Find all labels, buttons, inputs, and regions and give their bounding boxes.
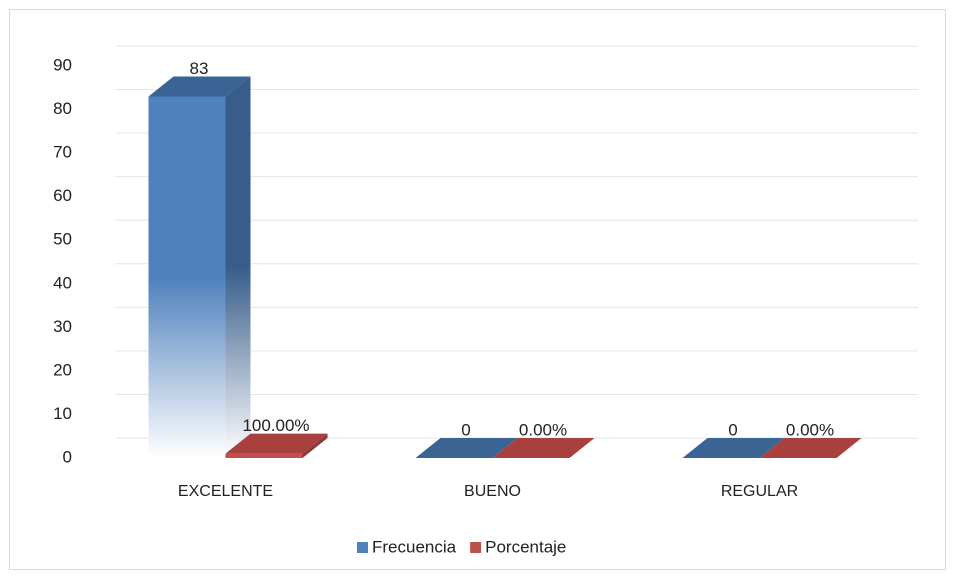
bar-top <box>148 76 251 97</box>
legend-swatch <box>470 542 482 553</box>
bar-top <box>492 438 595 458</box>
x-tick-label: BUENO <box>464 483 521 500</box>
x-tick-label: EXCELENTE <box>178 483 273 500</box>
y-tick-label: 90 <box>53 55 72 74</box>
data-label: 0 <box>461 420 470 439</box>
y-tick-label: 40 <box>53 273 72 292</box>
y-tick-label: 0 <box>63 447 72 466</box>
legend-swatch <box>357 542 368 553</box>
data-label: 0.00% <box>519 420 567 439</box>
y-tick-label: 50 <box>53 230 72 249</box>
bar-top <box>682 438 785 458</box>
y-tick-label: 60 <box>53 186 72 205</box>
y-tick-label: 10 <box>53 404 72 423</box>
bar-front <box>148 96 226 458</box>
bar-top <box>225 433 328 454</box>
y-tick-label: 80 <box>53 99 72 118</box>
data-label: 100.00% <box>242 416 309 435</box>
bar-top <box>759 438 862 458</box>
data-label: 0.00% <box>786 420 834 439</box>
data-label: 83 <box>190 59 209 78</box>
legend-label: Porcentaje <box>485 537 566 556</box>
bar-top <box>415 438 518 458</box>
y-tick-label: 30 <box>53 317 72 336</box>
y-tick-label: 20 <box>53 360 72 379</box>
bar-side <box>302 433 328 458</box>
y-tick-label: 70 <box>53 143 72 162</box>
data-label: 0 <box>728 420 737 439</box>
legend-label: Frecuencia <box>372 537 457 556</box>
bar-front <box>225 453 303 458</box>
bar-side <box>225 76 251 458</box>
x-tick-label: REGULAR <box>721 483 798 500</box>
